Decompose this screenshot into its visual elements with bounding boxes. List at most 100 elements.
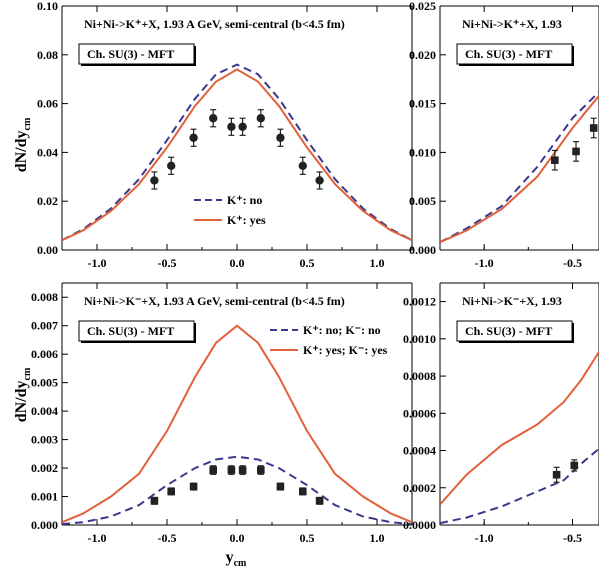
data-point [589,124,598,132]
label-box-text: Ch. SU(3) - MFT [87,47,174,61]
y-tick-label: 0.006 [31,347,58,361]
data-point [227,122,236,131]
y-tick-label: 0.0004 [403,444,436,458]
data-point [167,487,175,496]
y-tick-label: 0.04 [37,145,58,159]
y-tick-label: 0.020 [409,48,436,62]
series-group [440,91,599,244]
panel-bottom-left: -1.0 -0.5 0.0 0.5 1.0 0.000 0.001 0.002 0.003 0.0… [31,282,413,545]
y-axis-label-bottom: dN/dycm [13,367,33,422]
series-line [440,351,599,506]
data-point [167,161,176,171]
data-point [551,156,559,165]
x-tick-label: 0.5 [300,256,315,270]
x-axis-label: ycm [226,549,247,569]
svg-text:dN/dycm: dN/dycm [13,367,33,422]
series-line [62,455,412,525]
x-tick-label: -0.5 [158,531,177,545]
legend-label: K⁺: no [227,193,262,207]
label-box [78,43,195,65]
x-tick-label: 0.5 [300,531,315,545]
data-point [150,497,159,505]
y-tick-label: 0.0006 [403,406,436,420]
panel-bottom-right: -1.0 -0.5 0.0000 0.0002 0.0004 0.0006 0.0008 0.… [403,282,599,545]
data-point [552,470,561,479]
y-tick-label: 0.010 [409,145,436,159]
series-line [440,447,599,525]
label-box-text: Ch. SU(3) - MFT [87,324,174,338]
y-tick-label: 0.000 [31,518,58,532]
data-point [227,466,236,474]
series-line [62,68,412,242]
data-point [315,497,324,505]
data-point [256,114,265,123]
legend-label: K⁺: no; K⁻: no [303,323,381,337]
label-box [78,320,195,342]
y-tick-label: 0.0000 [403,518,436,532]
data-point [298,161,307,171]
x-tick-label: -0.5 [563,256,582,270]
y-tick-label: 0.02 [37,194,58,208]
x-tick-label: -0.5 [563,531,582,545]
x-tick-label: -1.0 [475,256,494,270]
data-point [238,122,247,131]
series-group [62,324,412,525]
data-point [276,133,285,142]
label-box [456,43,573,65]
data-point [209,466,217,474]
series-group [62,63,412,242]
data-point [570,461,579,470]
panel-top-left: -1.0 -0.5 0.0 0.5 1.0 0.00 0.02 0.04 0.06 0.08 0.1… [37,0,413,270]
x-tick-label: 0.0 [230,531,245,545]
data-point [209,114,218,123]
y-axis-label-top: dN/dycm [13,117,33,172]
y-tick-label: 0.08 [37,48,58,62]
y-axis-label-sub: cm [22,367,33,380]
legend-label: K⁺: yes [227,213,266,227]
y-tick-label: 0.0012 [403,295,436,309]
series-line [440,95,599,244]
y-tick-label: 0.015 [409,97,436,111]
series-group [440,351,599,525]
panel-title: Ni+Ni->K⁻+X, 1.93 [462,294,562,308]
data-point [189,482,198,491]
y-tick-label: 0.0010 [403,332,436,346]
series-line [440,91,599,244]
y-tick-label: 0.10 [37,0,58,13]
y-tick-label: 0.025 [409,0,436,13]
x-tick-label: 1.0 [370,531,385,545]
y-tick-label: 0.005 [31,376,58,390]
x-tick-label: 0.0 [230,256,245,270]
x-tick-label: -1.0 [88,256,107,270]
legend-label: K⁺: yes; K⁻: yes [303,343,388,357]
y-tick-label: 0.00 [37,243,58,257]
label-box [456,320,573,342]
panel-title: Ni+Ni->K⁺+X, 1.93 [462,17,562,31]
y-tick-label: 0.0002 [403,481,436,495]
data-point [572,147,580,156]
data-point [299,487,307,496]
svg-text:dN/dycm: dN/dycm [13,117,33,172]
series-line [62,63,412,242]
y-tick-label: 0.0008 [403,369,436,383]
y-tick-label: 0.004 [31,404,58,418]
y-axis-label-text: dN/dy [13,380,30,422]
chart-panels: -1.0 -0.5 0.0 0.5 1.0 0.00 0.02 0.04 0.06 0.08 0.1… [31,0,599,545]
y-tick-label: 0.06 [37,97,58,111]
x-tick-label: -1.0 [475,531,494,545]
panel-title: Ni+Ni->K⁻+X, 1.93 A GeV, semi-central (b… [84,294,345,308]
y-axis-label-sub: cm [22,117,33,130]
x-tick-label: 1.0 [370,256,385,270]
y-tick-label: 0.003 [31,433,58,447]
x-tick-label: -0.5 [158,256,177,270]
label-box-text: Ch. SU(3) - MFT [465,324,552,338]
y-tick-label: 0.001 [31,490,58,504]
data-point [189,133,198,142]
panel-top-right: -1.0 -0.5 0.000 0.005 0.010 0.015 0.020 0.025 Ni… [409,0,599,270]
data-point [315,176,324,185]
y-tick-label: 0.008 [31,290,58,304]
series-line [62,324,412,524]
data-point [276,482,285,491]
y-tick-label: 0.007 [31,319,58,333]
x-tick-label: -1.0 [88,531,107,545]
